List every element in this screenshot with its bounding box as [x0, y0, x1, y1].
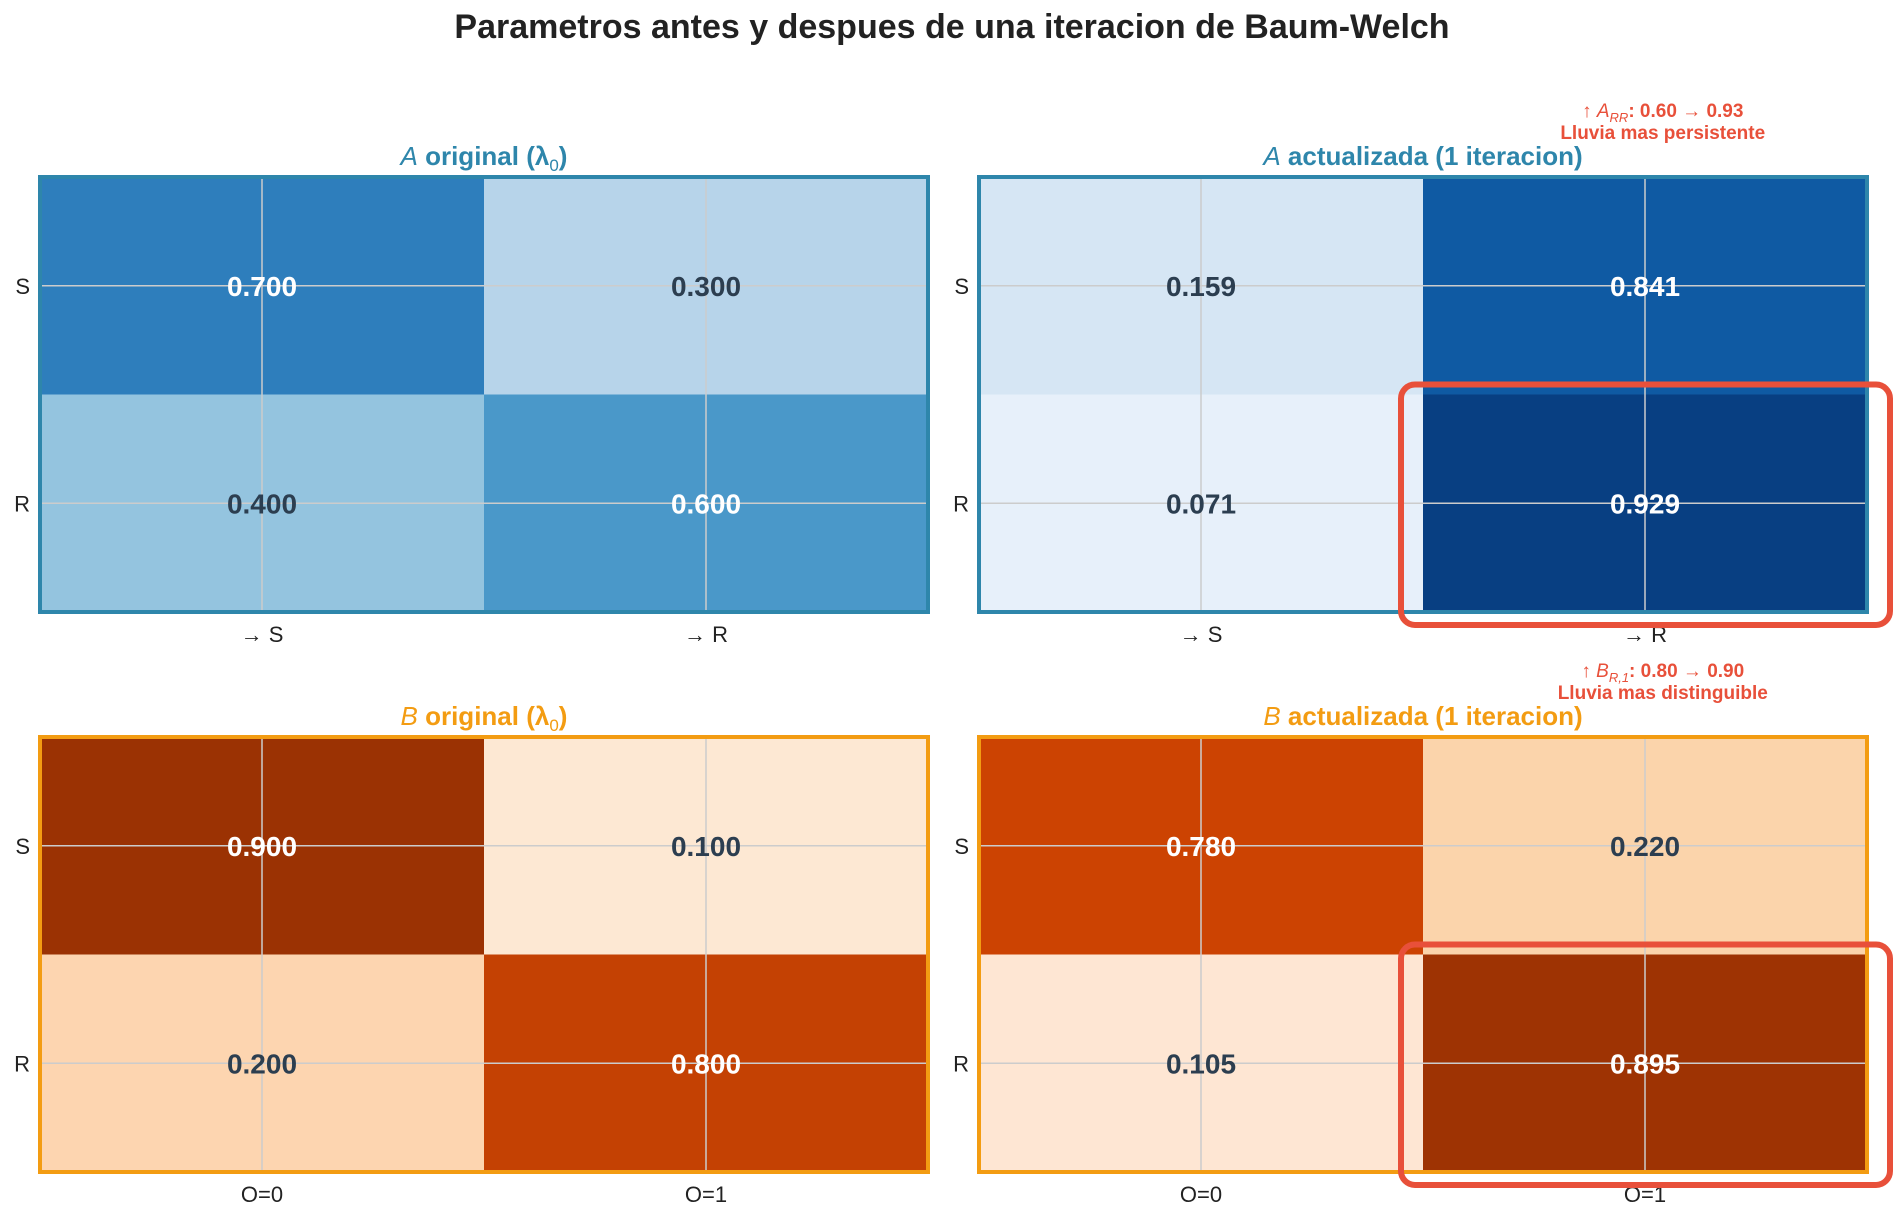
cell-value-label: 0.841	[1610, 271, 1680, 302]
y-tick-label: R	[953, 1051, 969, 1076]
panel-frame	[977, 175, 1869, 614]
cell-value-label: 0.900	[227, 831, 297, 862]
panel-frame	[38, 175, 930, 614]
panel-frame	[977, 735, 1869, 1174]
cell-value-label: 0.200	[227, 1048, 297, 1079]
cell-value-label: 0.220	[1610, 831, 1680, 862]
cell-value-label: 0.600	[671, 488, 741, 519]
cell-value-label: 0.780	[1166, 831, 1236, 862]
cell-value-label: 0.800	[671, 1048, 741, 1079]
x-tick-label: → R	[684, 622, 728, 647]
y-tick-label: R	[953, 491, 969, 516]
cell-value-label: 0.071	[1166, 488, 1236, 519]
x-tick-label: O=1	[685, 1182, 727, 1207]
panel-title: A original (λ0)	[399, 141, 568, 175]
cell-value-label: 0.400	[227, 488, 297, 519]
y-tick-label: S	[954, 274, 969, 299]
y-tick-label: S	[15, 834, 30, 859]
highlight-box	[1398, 381, 1893, 628]
y-tick-label: R	[14, 1051, 30, 1076]
cell-value-label: 0.895	[1610, 1048, 1680, 1079]
heatmap-B_original: 0.900 0.100 0.200 0.800 S R O=0 O=1 B original (…	[14, 701, 930, 1207]
highlight-box	[1398, 941, 1893, 1188]
x-tick-label: → S	[241, 622, 284, 647]
x-tick-label: → S	[1180, 622, 1223, 647]
annotation-change: ↑ BR,1: 0.80 → 0.90	[1581, 661, 1744, 685]
panel-title: A actualizada (1 iteracion)	[1261, 141, 1582, 171]
cell-value-label: 0.300	[671, 271, 741, 302]
y-tick-label: S	[954, 834, 969, 859]
panel-frame	[38, 735, 930, 1174]
cell-value-label: 0.100	[671, 831, 741, 862]
figure-title: Parametros antes y despues de una iterac…	[454, 8, 1449, 46]
annotation-note: Lluvia mas distinguible	[1558, 683, 1768, 704]
heatmap-A_original: 0.700 0.300 0.400 0.600 S R → S → R A original (…	[14, 141, 930, 647]
heatmap-panels: 0.700 0.300 0.400 0.600 S R → S → R A original (…	[14, 101, 1893, 1207]
annotation-note: Lluvia mas persistente	[1560, 123, 1765, 144]
x-tick-label: O=0	[1180, 1182, 1222, 1207]
cell-value-label: 0.159	[1166, 271, 1236, 302]
panel-title: B actualizada (1 iteracion)	[1263, 701, 1582, 731]
cell-value-label: 0.105	[1166, 1048, 1236, 1079]
y-tick-label: R	[14, 491, 30, 516]
x-tick-label: O=0	[241, 1182, 283, 1207]
cell-value-label: 0.929	[1610, 488, 1680, 519]
cell-value-label: 0.700	[227, 271, 297, 302]
panel-title: B original (λ0)	[401, 701, 568, 735]
annotation-change: ↑ ARR: 0.60 → 0.93	[1582, 101, 1743, 125]
y-tick-label: S	[15, 274, 30, 299]
